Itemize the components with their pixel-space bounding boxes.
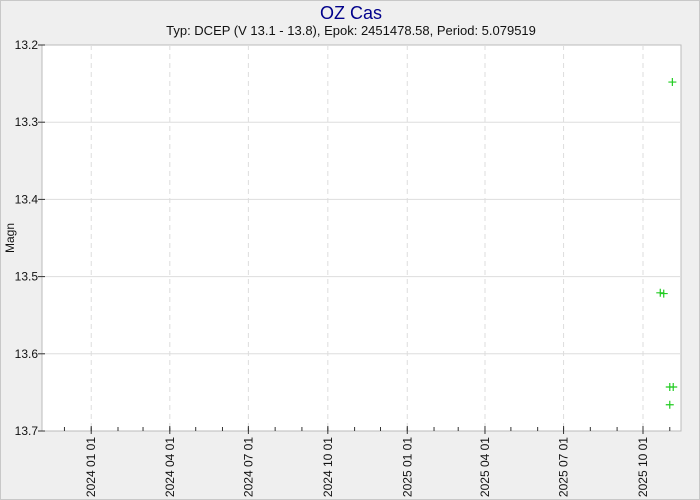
y-tick-label: 13.4 — [15, 192, 39, 206]
data-point — [669, 382, 678, 391]
data-point — [656, 288, 665, 297]
plot-area — [41, 44, 682, 432]
x-tick-label: 2024 04 01 — [163, 437, 177, 497]
x-tick-label: 2024 01 01 — [84, 437, 98, 497]
y-tick-label: 13.2 — [15, 38, 39, 52]
x-tick-label: 2024 07 01 — [241, 437, 255, 497]
chart-subtitle: Typ: DCEP (V 13.1 - 13.8), Epok: 2451478… — [166, 23, 536, 38]
data-point — [668, 78, 677, 87]
x-tick-label: 2025 04 01 — [478, 437, 492, 497]
y-axis-label: Magn — [3, 223, 17, 253]
x-tick-label: 2025 07 01 — [557, 437, 571, 497]
x-tick-label: 2024 10 01 — [321, 437, 335, 497]
y-tick-label: 13.6 — [15, 347, 39, 361]
chart-title: OZ Cas — [319, 3, 382, 23]
y-tick-label: 13.7 — [15, 424, 39, 438]
y-tick-label: 13.5 — [15, 270, 39, 284]
x-tick-label: 2025 10 01 — [636, 437, 650, 497]
data-point — [659, 289, 668, 298]
data-point — [665, 400, 674, 409]
y-tick-label: 13.3 — [15, 115, 39, 129]
x-tick-label: 2025 01 01 — [400, 437, 414, 497]
